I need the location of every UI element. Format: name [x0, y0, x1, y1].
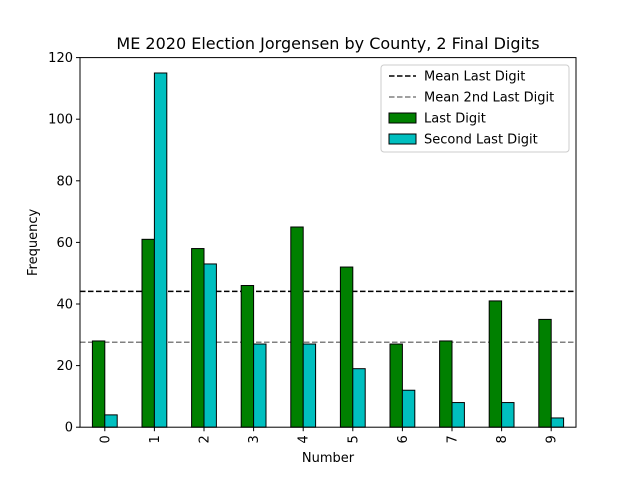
legend-label-0: Mean Last Digit	[424, 70, 525, 85]
bar-series-1-8	[501, 402, 515, 428]
chart-title: ME 2020 Election Jorgensen by County, 2 …	[116, 34, 539, 53]
bar-series-0-7	[439, 340, 453, 428]
x-tick-label-5: 5	[346, 435, 361, 443]
bar-series-0-1	[141, 238, 155, 428]
x-axis-label: Number	[302, 451, 355, 466]
bar-series-1-1	[153, 72, 168, 428]
bar-series-1-2	[203, 263, 217, 428]
bar-series-0-3	[240, 285, 255, 428]
legend-box	[380, 64, 570, 153]
x-tick-label-2: 2	[198, 435, 213, 443]
x-tick-label-8: 8	[495, 435, 510, 443]
bar-series-0-8	[488, 300, 503, 428]
bar-series-1-0	[104, 414, 118, 428]
legend-label-2: Last Digit	[424, 112, 486, 127]
bar-series-1-4	[302, 343, 317, 428]
bar-series-0-6	[389, 343, 403, 428]
legend: Mean Last Digit Mean 2nd Last Digit Last D…	[380, 64, 570, 153]
x-axis: 0 1 2 3 4 5 6 7 8 9	[98, 427, 560, 443]
y-tick-label-1: 20	[56, 359, 73, 374]
y-tick-label-6: 120	[48, 51, 73, 66]
x-tick-label-9: 9	[545, 435, 560, 443]
bar-series-0-4	[290, 226, 304, 428]
plot-frame	[79, 57, 577, 428]
x-tick-label-3: 3	[247, 435, 262, 443]
bar-series-0-9	[538, 318, 552, 428]
legend-swatch-2	[388, 112, 417, 124]
bar-series-1-9	[550, 417, 565, 428]
bar-series-1-7	[451, 402, 465, 428]
x-tick-label-7: 7	[446, 435, 461, 443]
x-tick-label-6: 6	[396, 435, 411, 443]
y-tick-label-0: 0	[65, 421, 73, 436]
x-tick-label-0: 0	[98, 435, 113, 443]
bar-series-1-3	[253, 343, 267, 428]
y-axis: 0 20 40 60 80 100 120	[48, 51, 80, 436]
bar-series-0-5	[339, 266, 354, 428]
legend-swatch-3	[388, 133, 417, 145]
bar-series-1-6	[401, 389, 416, 428]
y-tick-label-3: 60	[56, 236, 73, 251]
x-tick-label-4: 4	[297, 435, 312, 443]
y-tick-label-5: 100	[48, 113, 73, 128]
bar-series-0-2	[191, 248, 205, 428]
legend-label-3: Second Last Digit	[424, 133, 538, 148]
y-tick-label-4: 80	[56, 174, 73, 189]
legend-label-1: Mean 2nd Last Digit	[424, 91, 554, 106]
y-tick-label-2: 40	[56, 298, 73, 313]
bar-series-0-0	[91, 340, 106, 428]
y-axis-label: Frequency	[26, 209, 41, 276]
x-tick-label-1: 1	[148, 435, 163, 443]
bar-series-1-5	[352, 368, 366, 428]
